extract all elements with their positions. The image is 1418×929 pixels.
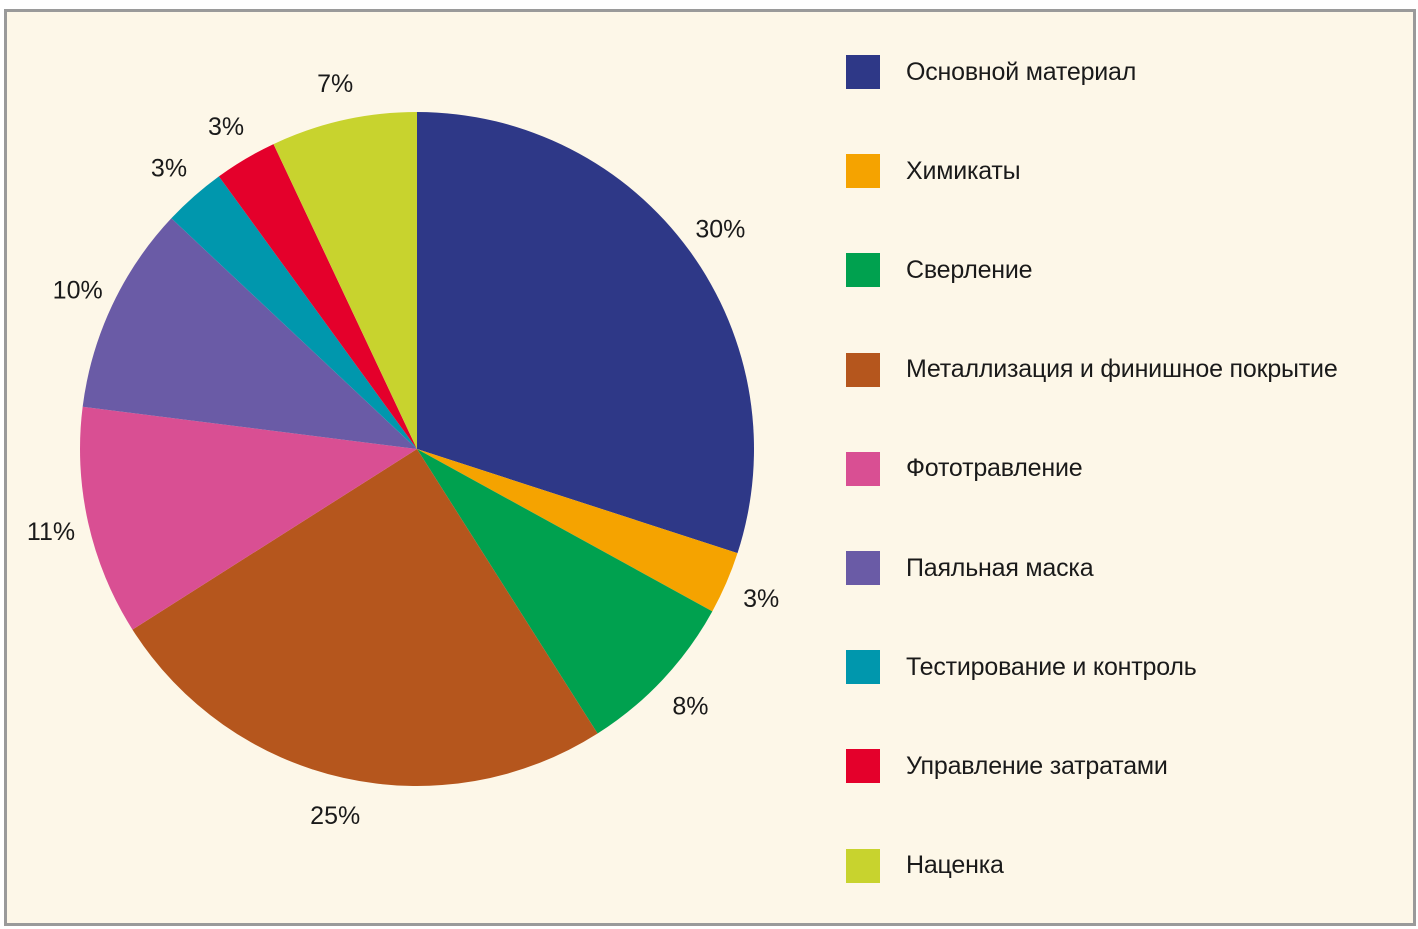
legend-item: Фототравление <box>846 451 1083 486</box>
legend: Основной материал Химикаты Сверление Металл… <box>846 0 1406 929</box>
legend-item: Сверление <box>846 253 1033 288</box>
slice-label-2: 3% <box>743 585 779 613</box>
legend-item: Наценка <box>846 848 1004 883</box>
legend-label: Наценка <box>906 851 1004 880</box>
legend-swatch <box>846 154 880 189</box>
legend-item: Металлизация и финишное покрытие <box>846 352 1338 387</box>
legend-label: Сверление <box>906 255 1033 284</box>
slice-label-8: 3% <box>208 113 244 141</box>
legend-item: Управление затратами <box>846 749 1168 784</box>
pie-slices <box>80 112 755 786</box>
slice-label-4: 25% <box>310 802 360 830</box>
legend-swatch <box>846 55 880 89</box>
pie-labels: 30% 3% 8% 25% 11% 10% 3% 3% 7% <box>27 70 779 830</box>
slice-label-6: 10% <box>53 276 103 304</box>
pie-slice-8 <box>218 144 417 449</box>
legend-swatch <box>846 551 880 585</box>
legend-item: Основной материал <box>846 55 1136 89</box>
pie-slice-1 <box>417 112 755 554</box>
legend-label: Основной материал <box>906 57 1137 86</box>
legend-swatch <box>846 749 880 784</box>
legend-label: Управление затратами <box>906 751 1168 780</box>
pie-slice-6 <box>82 218 417 449</box>
legend-label: Металлизация и финишное покрытие <box>906 355 1338 384</box>
legend-label: Тестирование и контроль <box>906 652 1197 681</box>
pie-slice-7 <box>171 176 417 450</box>
legend-label: Паяльная маска <box>906 553 1094 582</box>
slice-label-7: 3% <box>151 155 187 183</box>
legend-label: Фототравление <box>906 454 1083 483</box>
legend-swatch <box>846 451 880 486</box>
slice-label-1: 30% <box>695 216 745 244</box>
pie-slice-2 <box>417 449 738 612</box>
slice-label-3: 8% <box>672 693 708 721</box>
legend-item: Химикаты <box>846 154 1021 189</box>
legend-swatch <box>846 848 880 883</box>
legend-swatch <box>846 650 880 685</box>
pie-slice-3 <box>417 449 713 734</box>
legend-swatch <box>846 253 880 288</box>
slice-label-5: 11% <box>27 518 75 546</box>
pie-slice-9 <box>273 112 417 449</box>
pie-slice-4 <box>132 449 598 786</box>
legend-item: Тестирование и контроль <box>846 650 1197 685</box>
legend-swatch <box>846 352 880 387</box>
slice-label-9: 7% <box>317 70 353 98</box>
pie-slice-5 <box>80 406 417 630</box>
legend-label: Химикаты <box>906 156 1021 185</box>
legend-item: Паяльная маска <box>846 551 1094 585</box>
